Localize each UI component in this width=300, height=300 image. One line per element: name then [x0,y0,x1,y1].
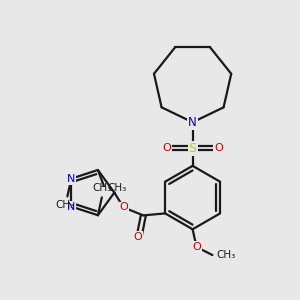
Text: N: N [67,174,76,184]
Text: CH₃: CH₃ [92,183,112,194]
Text: CH₃: CH₃ [56,200,75,210]
Text: O: O [192,242,201,252]
Text: O: O [119,202,128,212]
Text: N: N [67,202,76,212]
Text: N: N [188,116,197,129]
Text: O: O [133,232,142,242]
Text: CH₃: CH₃ [108,183,127,193]
Text: O: O [163,143,171,153]
Text: S: S [189,142,196,154]
Text: CH₃: CH₃ [216,250,236,260]
Text: O: O [214,143,223,153]
